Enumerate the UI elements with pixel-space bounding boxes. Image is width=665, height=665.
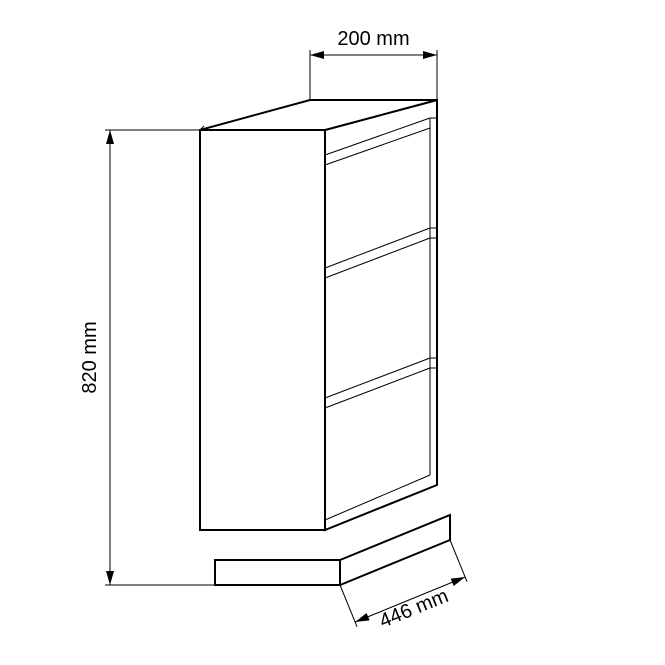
dim-depth-label: 446 mm bbox=[376, 585, 451, 633]
front-door bbox=[200, 130, 325, 530]
carcass-right-side bbox=[325, 100, 437, 530]
 bbox=[450, 540, 467, 582]
 bbox=[340, 585, 357, 627]
dim-width-label: 200 mm bbox=[337, 28, 409, 50]
cabinet-dimension-drawing: 200 mm 820 mm 446 mm bbox=[0, 0, 665, 665]
plinth-front bbox=[215, 560, 340, 585]
dim-height-label: 820 mm bbox=[79, 321, 101, 393]
